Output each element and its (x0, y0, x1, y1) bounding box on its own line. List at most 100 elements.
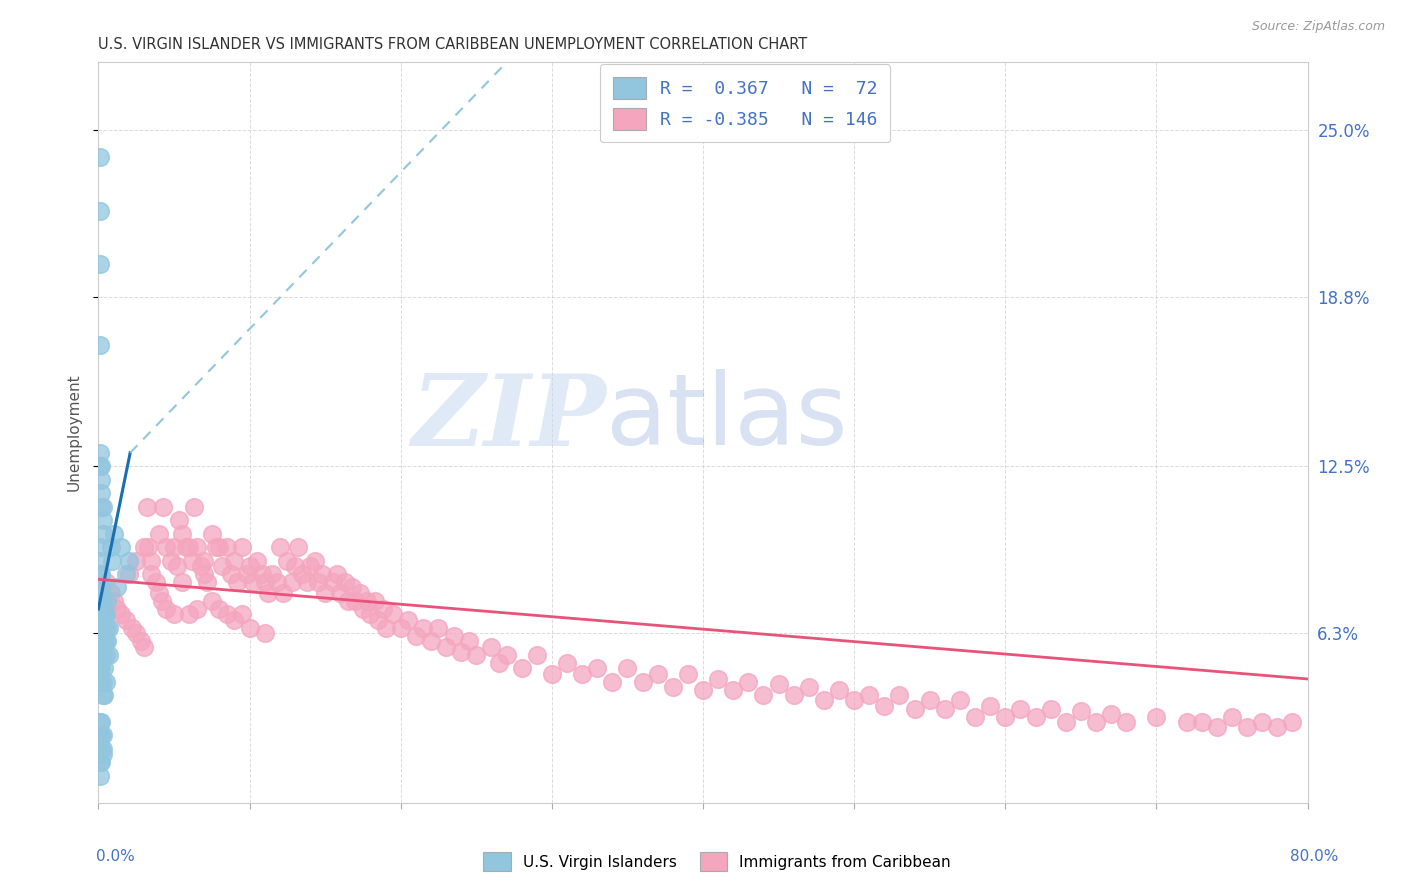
Point (89, 742, 111, 756)
Point (783, 688, 806, 702)
Point (215, 540, 238, 554)
Point (367, 613, 389, 627)
Point (389, 621, 412, 635)
Point (813, 693, 835, 707)
Point (1236, 720, 1258, 734)
Point (96, 594, 118, 608)
Point (89, 150, 111, 164)
Text: ZIP: ZIP (412, 369, 606, 466)
Point (91, 634, 114, 648)
Point (98, 621, 121, 635)
Point (90, 594, 112, 608)
Point (287, 540, 309, 554)
Point (118, 553, 141, 567)
Text: 0.0%: 0.0% (96, 849, 135, 864)
Point (443, 629, 465, 643)
Point (571, 666, 593, 681)
Point (89, 714, 111, 729)
Point (152, 500, 174, 514)
Point (110, 607, 132, 622)
Point (322, 575, 344, 590)
Point (91, 526, 114, 541)
Point (661, 680, 683, 694)
Point (299, 558, 322, 573)
Point (90, 729, 112, 743)
Point (91, 621, 114, 635)
Point (94, 575, 117, 590)
Point (89, 338, 111, 352)
Point (193, 566, 215, 581)
Point (828, 682, 851, 697)
Point (1175, 714, 1198, 729)
Point (90, 756, 112, 770)
Point (616, 661, 638, 675)
Point (1191, 714, 1213, 729)
Point (89, 446, 111, 460)
Point (889, 688, 911, 702)
Point (135, 500, 157, 514)
Point (1267, 720, 1289, 734)
Point (90, 566, 112, 581)
Point (170, 526, 193, 541)
Point (382, 607, 405, 622)
Point (89, 553, 111, 567)
Point (91, 648, 114, 662)
Point (163, 540, 186, 554)
Point (91, 594, 114, 608)
Point (91, 729, 114, 743)
Point (276, 553, 298, 567)
Point (304, 553, 326, 567)
Point (1115, 714, 1137, 729)
Point (89, 459, 111, 474)
Point (221, 566, 243, 581)
Point (253, 575, 276, 590)
Point (186, 540, 208, 554)
Point (163, 607, 186, 622)
Point (266, 575, 288, 590)
Point (333, 575, 356, 590)
Point (91, 500, 114, 514)
Point (167, 513, 190, 527)
Point (155, 540, 177, 554)
Point (89, 661, 111, 675)
Point (336, 594, 359, 608)
Point (602, 674, 624, 689)
Point (457, 634, 479, 648)
Point (89, 648, 111, 662)
Point (647, 666, 669, 681)
Text: Source: ZipAtlas.com: Source: ZipAtlas.com (1251, 20, 1385, 33)
Point (89, 621, 111, 635)
Point (89, 729, 111, 743)
Point (148, 526, 170, 541)
Point (307, 575, 329, 590)
Point (91, 688, 114, 702)
Point (934, 701, 956, 715)
Point (737, 674, 759, 689)
Point (1039, 701, 1062, 715)
Point (873, 698, 896, 713)
Point (1070, 704, 1092, 718)
Point (89, 634, 111, 648)
Point (586, 661, 609, 675)
Point (136, 540, 159, 554)
Point (211, 558, 233, 573)
Point (364, 594, 387, 608)
Point (371, 602, 394, 616)
Point (94, 674, 117, 689)
Point (215, 607, 238, 622)
Point (110, 540, 132, 554)
Point (231, 607, 253, 622)
Point (262, 566, 284, 581)
Point (195, 575, 218, 590)
Point (155, 602, 177, 616)
Point (858, 688, 880, 702)
Point (166, 558, 188, 573)
Point (797, 680, 820, 694)
Point (90, 634, 112, 648)
Point (904, 701, 927, 715)
Point (94, 634, 117, 648)
Point (253, 626, 276, 640)
Point (125, 626, 148, 640)
Point (132, 640, 155, 654)
Point (121, 621, 143, 635)
